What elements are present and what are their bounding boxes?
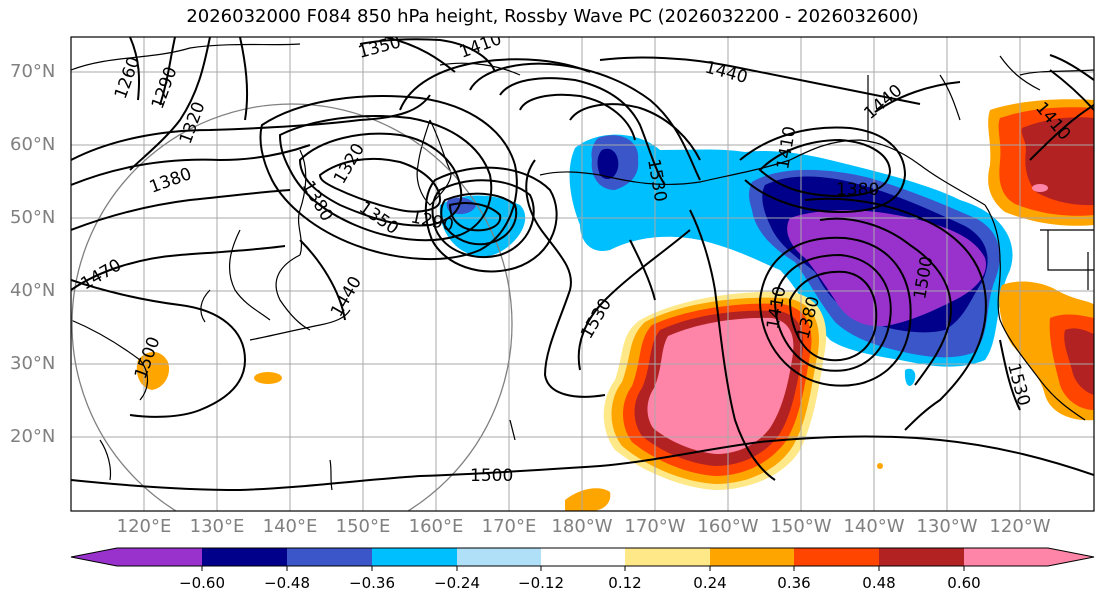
- colorbar-tick-label: 0.36: [777, 574, 811, 592]
- lon-label-150w: 150°W: [770, 516, 832, 537]
- colorbar-tick-label: 0.60: [947, 574, 981, 592]
- colorbar-tick-label: −0.24: [434, 574, 480, 592]
- lon-label-130w: 130°W: [916, 516, 978, 537]
- lon-label-120e: 120°E: [116, 516, 172, 537]
- lon-label-150e: 150°E: [335, 516, 391, 537]
- lat-label-40n: 40°N: [10, 280, 56, 301]
- map-title: 2026032000 F084 850 hPa height, Rossby W…: [186, 6, 919, 27]
- lat-label-70n: 70°N: [10, 61, 56, 82]
- coastlines: [71, 43, 1094, 491]
- colorbar-extend-left: [71, 548, 117, 566]
- gridlines: [71, 37, 1094, 511]
- lat-label-30n: 30°N: [10, 353, 56, 374]
- lon-label-170w: 170°W: [624, 516, 686, 537]
- colorbar-tick-label: 0.12: [608, 574, 642, 592]
- lon-label-130e: 130°E: [189, 516, 245, 537]
- lat-label-60n: 60°N: [10, 134, 56, 155]
- lon-label-160e: 160°E: [408, 516, 464, 537]
- lon-label-170e: 170°E: [481, 516, 537, 537]
- map-frame: [70, 36, 1095, 512]
- colorbar-extend-right: [1048, 548, 1094, 566]
- map-plot-area: 1350 1410 1440 1260 1290 1320 1440 1410 …: [71, 37, 1094, 511]
- colorbar-tick-label: −0.48: [264, 574, 310, 592]
- lon-label-140w: 140°W: [843, 516, 905, 537]
- lon-label-180w: 180°W: [551, 516, 613, 537]
- contour-label-1380-low: 1380: [836, 180, 879, 200]
- contour-label-1500-south: 1500: [470, 466, 513, 486]
- colorbar: [70, 547, 1095, 571]
- lat-label-20n: 20°N: [10, 426, 56, 447]
- colorbar-tick-label: 0.48: [862, 574, 896, 592]
- colorbar-tick-label: −0.60: [179, 574, 225, 592]
- lon-label-120w: 120°W: [989, 516, 1051, 537]
- colorbar-tick-label: −0.12: [518, 574, 564, 592]
- negative-anomaly-shading: [439, 134, 1013, 386]
- height-contours: [71, 37, 1094, 492]
- colorbar-tick-label: 0.24: [693, 574, 727, 592]
- reference-circle: [71, 103, 513, 511]
- lon-label-160w: 160°W: [697, 516, 759, 537]
- colorbar-tick-label: −0.36: [349, 574, 395, 592]
- lon-label-140e: 140°E: [262, 516, 318, 537]
- lat-label-50n: 50°N: [10, 207, 56, 228]
